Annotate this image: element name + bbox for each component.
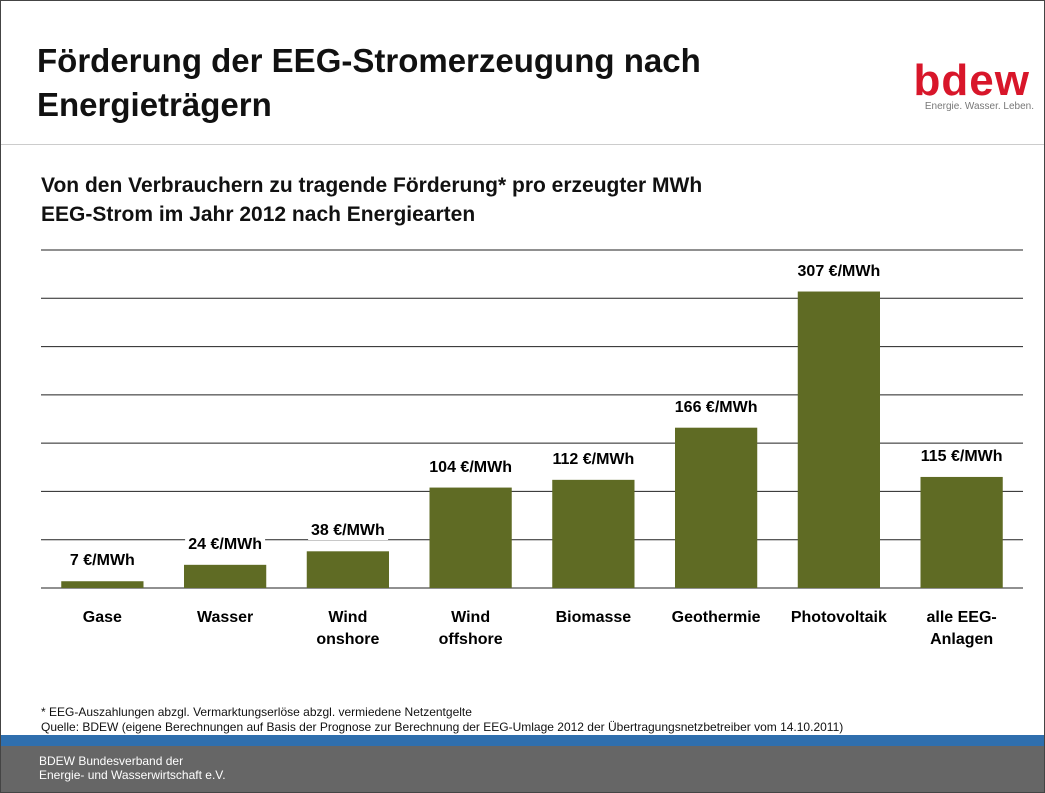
logo: bdew	[913, 56, 1030, 105]
footer-band	[1, 735, 1044, 746]
bar	[61, 581, 144, 588]
footer	[1, 746, 1044, 792]
x-tick-label: alle EEG- Anlagen	[926, 609, 997, 648]
value-label: 38 €/MWh	[307, 522, 388, 541]
bar	[552, 479, 635, 588]
value-label: 112 €/MWh	[549, 450, 638, 469]
bar	[429, 487, 512, 588]
footer-text: BDEW Bundesverband der Energie- und Wass…	[39, 754, 226, 782]
value-label: 115 €/MWh	[917, 447, 1006, 466]
bar	[675, 427, 758, 588]
x-tick-label: Wind offshore	[438, 609, 503, 648]
value-label: 307 €/MWh	[794, 262, 884, 281]
bar	[797, 291, 880, 588]
x-tick-label: Wasser	[196, 609, 254, 626]
slide-title: Förderung der EEG-Stromerzeugung nach En…	[37, 42, 701, 123]
value-label: 166 €/MWh	[671, 398, 761, 417]
x-tick-label: Biomasse	[555, 609, 632, 626]
value-label: 104 €/MWh	[426, 458, 515, 477]
x-tick-label: Photovoltaik	[790, 609, 887, 626]
x-tick-label: Gase	[82, 609, 122, 626]
x-tick-label: Geothermie	[671, 609, 761, 626]
x-tick-label: Wind onshore	[316, 609, 380, 648]
bar	[920, 476, 1003, 588]
bar	[306, 551, 389, 588]
footnote: * EEG-Auszahlungen abzgl. Vermarktungser…	[41, 705, 472, 719]
chart-title: Von den Verbrauchern zu tragende Förderu…	[41, 174, 703, 226]
value-label: 7 €/MWh	[66, 552, 138, 571]
bar	[184, 564, 267, 588]
separator	[1, 144, 1044, 145]
value-label: 24 €/MWh	[185, 535, 266, 554]
source: Quelle: BDEW (eigene Berechnungen auf Ba…	[41, 720, 844, 734]
tagline: Energie. Wasser. Leben.	[924, 101, 1034, 112]
